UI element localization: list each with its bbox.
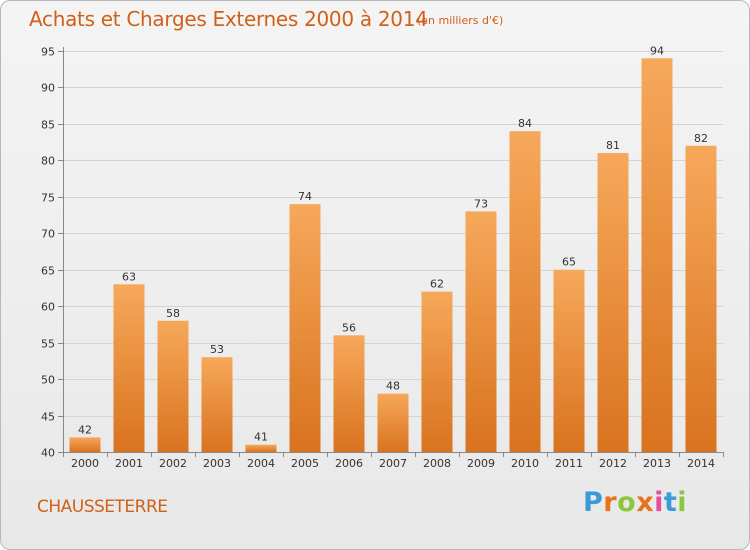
brand-letter: i: [654, 487, 664, 518]
x-tick-label: 2005: [291, 457, 319, 470]
brand-letter: r: [603, 487, 618, 518]
y-tick-label: 90: [41, 82, 55, 95]
y-tick-label: 55: [41, 338, 55, 351]
bar-data-label: 56: [342, 321, 356, 334]
x-tick-label: 2013: [643, 457, 671, 470]
y-tick-label: 40: [41, 447, 55, 460]
bar: [553, 269, 585, 452]
bar-data-label: 84: [518, 117, 532, 130]
bar-data-label: 74: [298, 190, 312, 203]
bar-data-label: 62: [430, 278, 444, 291]
brand-letter: P: [583, 487, 604, 518]
y-tick-label: 70: [41, 228, 55, 241]
x-tick-label: 2009: [467, 457, 495, 470]
bar: [377, 393, 409, 452]
x-tick-label: 2007: [379, 457, 407, 470]
x-tick-label: 2008: [423, 457, 451, 470]
y-tick-label: 75: [41, 192, 55, 205]
bar: [245, 444, 277, 452]
y-tick-label: 80: [41, 155, 55, 168]
x-tick-label: 2003: [203, 457, 231, 470]
bar: [597, 153, 629, 452]
bar: [289, 204, 321, 452]
bar: [685, 145, 717, 453]
brand-letter: o: [617, 487, 637, 518]
bar: [421, 291, 453, 452]
brand-letter: t: [663, 487, 678, 518]
bar-data-label: 42: [78, 423, 92, 436]
bar: [333, 335, 365, 452]
chart-title: Achats et Charges Externes 2000 à 2014: [29, 7, 428, 31]
axes: 40 45 50 55 60 65 70 75 80 85 90 95 2000 2001 2002 2003…: [41, 46, 724, 470]
x-tick-label: 2010: [511, 457, 539, 470]
x-tick-label: 2000: [71, 457, 99, 470]
x-tick-label: 2014: [687, 457, 715, 470]
bar: [69, 437, 101, 452]
bar: [465, 211, 497, 452]
brand-logo: Proxiti: [583, 487, 687, 518]
bar-data-label: 63: [122, 270, 136, 283]
x-tick-label: 2011: [555, 457, 583, 470]
y-tick-label: 65: [41, 265, 55, 278]
y-tick-label: 85: [41, 119, 55, 132]
bar-data-label: 65: [562, 256, 576, 269]
y-tick-label: 45: [41, 411, 55, 424]
chart-subtitle: (en milliers d'€): [417, 14, 504, 27]
y-tick-label: 95: [41, 46, 55, 59]
bar: [641, 58, 673, 453]
bar-data-label: 41: [254, 431, 268, 444]
bar-data-label: 48: [386, 380, 400, 393]
bar-data-label: 73: [474, 197, 488, 210]
y-tick-label: 50: [41, 374, 55, 387]
x-tick-label: 2002: [159, 457, 187, 470]
x-tick-label: 2012: [599, 457, 627, 470]
bar: [509, 131, 541, 452]
x-tick-label: 2001: [115, 457, 143, 470]
x-tick-label: 2006: [335, 457, 363, 470]
bar-data-label: 82: [694, 132, 708, 145]
bar: [113, 284, 145, 452]
place-name: CHAUSSETERRE: [37, 497, 168, 517]
bar: [157, 320, 189, 452]
bar: [201, 357, 233, 452]
y-tick-label: 60: [41, 301, 55, 314]
bars: 42 63 58 53 41 74 56 48 62 73 84 65 81 94 82: [69, 44, 717, 453]
brand-letter: x: [636, 487, 655, 518]
brand-letter: i: [677, 487, 688, 518]
x-tick-label: 2004: [247, 457, 275, 470]
bar-data-label: 94: [650, 44, 664, 57]
bar-data-label: 53: [210, 343, 224, 356]
bar-data-label: 58: [166, 307, 180, 320]
bar-data-label: 81: [606, 139, 620, 152]
